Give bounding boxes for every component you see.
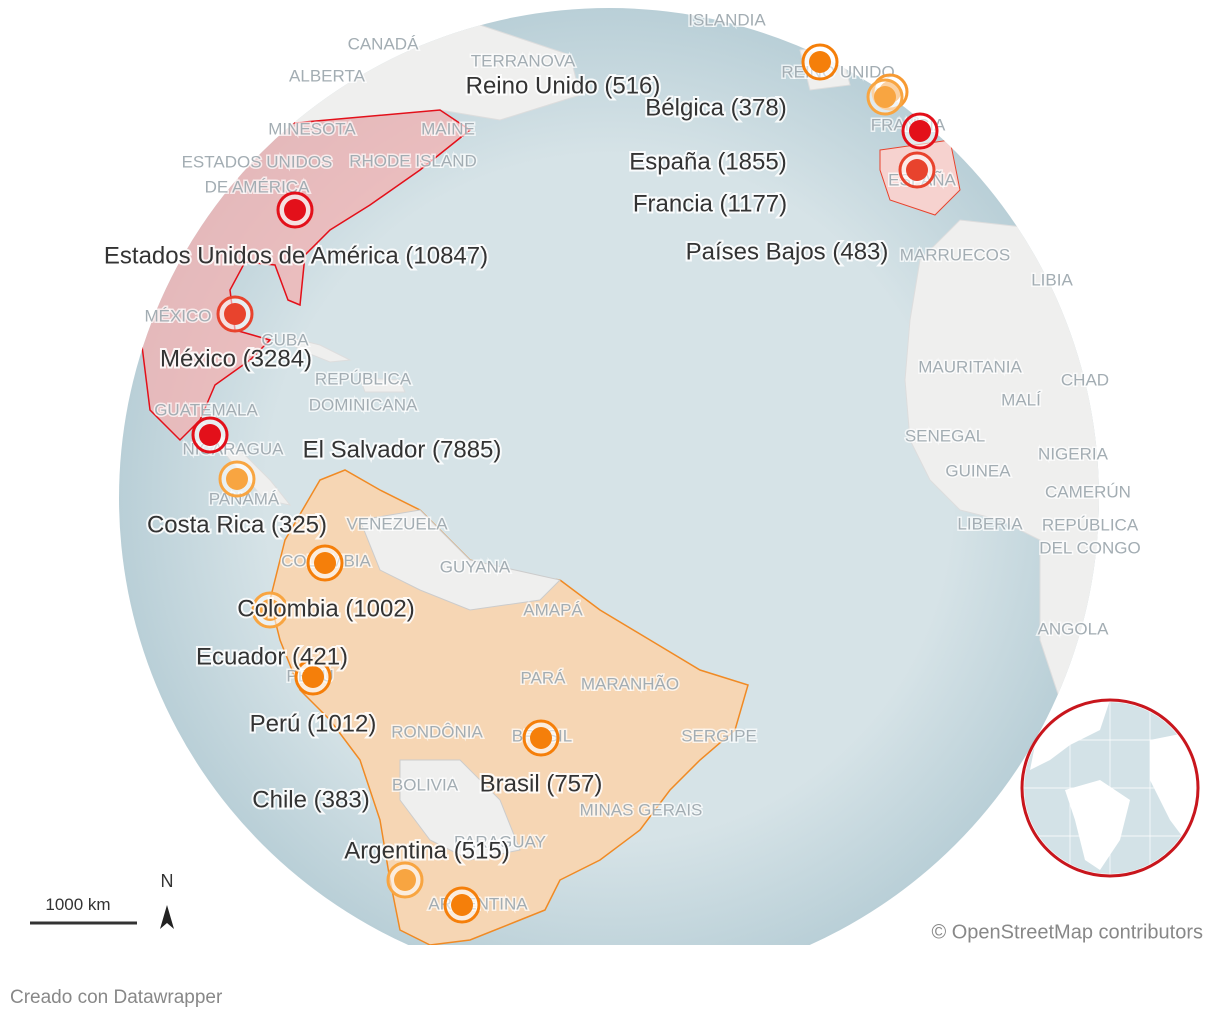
marker-dot (314, 552, 336, 574)
marker-dot (530, 727, 552, 749)
marker-label: Brasil (757) (480, 770, 603, 797)
marker-dot (874, 86, 896, 108)
place-label: CHAD (1061, 370, 1109, 389)
marker-dot (226, 468, 248, 490)
place-label: MARANHÃO (581, 674, 679, 693)
marker-dot (284, 199, 306, 221)
place-label: ISLANDIA (688, 10, 766, 29)
place-label: GUYANA (440, 557, 511, 576)
place-label: PARAGUAY (454, 832, 546, 851)
marker-label: Bélgica (378) (645, 94, 786, 121)
marker-label: Argentina (515) (344, 837, 509, 864)
marker-label: Estados Unidos de América (10847) (104, 242, 488, 269)
footer: Creado con Datawrapper (10, 987, 223, 1008)
marker-label: Francia (1177) (633, 190, 787, 217)
marker (898, 151, 936, 189)
marker (276, 191, 314, 229)
inset-globe (1020, 698, 1200, 878)
place-label: MINAS GERAIS (580, 800, 703, 819)
place-label: SERGIPE (681, 726, 757, 745)
marker (216, 295, 254, 333)
place-label: SENEGAL (905, 426, 985, 445)
marker-label: Chile (383) (252, 786, 369, 813)
marker-dot (199, 424, 221, 446)
marker (443, 886, 481, 924)
marker-dot (259, 599, 281, 621)
marker-label: Costa Rica (325) (147, 511, 327, 538)
place-label: DEL CONGO (1039, 538, 1140, 557)
marker (218, 460, 256, 498)
marker-dot (906, 159, 928, 181)
marker-labels: Estados Unidos de América (10847) El Salv… (102, 70, 891, 866)
place-label: CUBA (261, 330, 309, 349)
place-label: LIBERIA (957, 514, 1023, 533)
marker-label: Reino Unido (516) (466, 72, 661, 99)
place-label: CANADÁ (348, 34, 420, 53)
place-label: LIBIA (1031, 270, 1073, 289)
place-label: MALÍ (1001, 390, 1041, 409)
marker-label: El Salvador (7885) (303, 436, 502, 463)
place-label: MAINE (421, 119, 475, 138)
place-label: BOLIVIA (392, 775, 459, 794)
place-label: MINESOTA (268, 119, 356, 138)
place-label: RONDÔNIA (391, 722, 483, 741)
place-label: MAURITANIA (918, 357, 1022, 376)
marker (801, 43, 839, 81)
place-label: ESTADOS UNIDOS (182, 152, 333, 171)
marker-label: Colombia (1002) (237, 595, 414, 622)
scale-bar: 1000 km N (30, 871, 174, 929)
place-label: NIGERIA (1038, 444, 1109, 463)
place-label: REPÚBLICA (1042, 515, 1139, 534)
marker-dot (809, 51, 831, 73)
marker-dot (909, 120, 931, 142)
place-label: GUATEMALA (154, 400, 258, 419)
marker-dot (451, 894, 473, 916)
marker (191, 416, 229, 454)
markers (191, 43, 939, 924)
place-label: VENEZUELA (346, 514, 448, 533)
marker-dot (302, 666, 324, 688)
marker-label: España (1855) (629, 148, 786, 175)
marker (522, 719, 560, 757)
marker (386, 861, 424, 899)
attribution: © OpenStreetMap contributors (931, 921, 1203, 943)
place-label: MARRUECOS (900, 245, 1011, 264)
place-label: TERRANOVA (471, 51, 576, 70)
place-label: REPÚBLICA (315, 369, 412, 388)
marker (294, 658, 332, 696)
marker (306, 544, 344, 582)
marker-label: Países Bajos (483) (686, 238, 889, 265)
place-label: ALBERTA (289, 66, 366, 85)
place-label: DOMINICANA (309, 395, 418, 414)
place-label: RHODE ISLAND (349, 151, 477, 170)
place-label: CAMERÚN (1045, 482, 1131, 501)
scale-label: 1000 km (45, 895, 110, 914)
place-label: GUINEA (945, 461, 1011, 480)
marker (901, 112, 939, 150)
marker-label: México (3284) (160, 345, 312, 372)
north-label: N (161, 871, 174, 891)
marker (251, 591, 289, 629)
place-label: MÉXICO (144, 306, 211, 325)
marker (866, 78, 904, 116)
marker-dot (394, 869, 416, 891)
marker-label: Ecuador (421) (196, 643, 348, 670)
place-label: ANGOLA (1038, 619, 1110, 638)
marker-label: Perú (1012) (250, 710, 377, 737)
place-label: DE AMÉRICA (205, 177, 311, 196)
place-label: PARÁ (520, 668, 566, 687)
place-label: AMAPÁ (523, 600, 583, 619)
marker-dot (224, 303, 246, 325)
